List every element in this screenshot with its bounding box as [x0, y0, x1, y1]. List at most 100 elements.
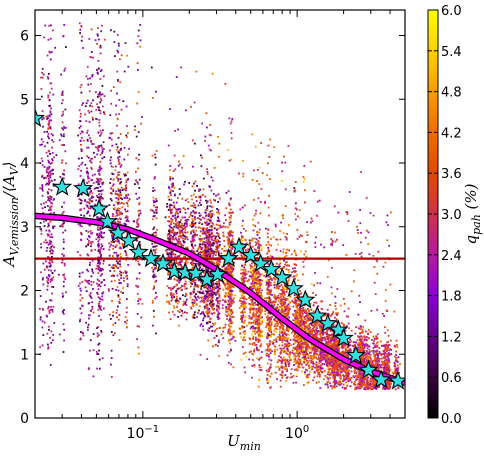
scatter-point — [261, 273, 263, 276]
scatter-point — [268, 156, 271, 158]
scatter-point — [287, 281, 290, 284]
scatter-point — [312, 292, 315, 294]
scatter-point — [396, 346, 399, 348]
scatter-point — [201, 247, 204, 249]
scatter-point — [282, 333, 284, 336]
scatter-point — [40, 271, 42, 274]
scatter-point — [279, 335, 281, 338]
scatter-point — [184, 216, 186, 219]
scatter-point — [178, 222, 181, 225]
scatter-point — [141, 116, 143, 118]
scatter-point — [228, 290, 230, 293]
scatter-point — [48, 115, 51, 118]
scatter-point — [193, 101, 196, 104]
scatter-point — [244, 335, 247, 338]
scatter-point — [282, 266, 285, 269]
scatter-point — [47, 234, 50, 237]
scatter-point — [231, 253, 234, 255]
scatter-point — [224, 284, 227, 287]
scatter-point — [118, 302, 121, 304]
scatter-point — [207, 242, 209, 245]
scatter-point — [81, 331, 83, 334]
scatter-point — [79, 132, 82, 135]
scatter-point — [346, 366, 348, 369]
scatter-point — [205, 268, 207, 271]
scatter-point — [43, 321, 46, 324]
scatter-point — [184, 228, 187, 231]
scatter-point — [285, 351, 287, 353]
scatter-point — [190, 307, 193, 310]
scatter-point — [294, 212, 296, 215]
scatter-point — [350, 381, 353, 384]
scatter-point — [208, 148, 211, 151]
scatter-point — [205, 300, 207, 303]
scatter-point — [350, 290, 353, 293]
scatter-point — [213, 253, 215, 255]
scatter-point — [275, 331, 278, 333]
scatter-point — [260, 244, 262, 247]
scatter-point — [304, 356, 306, 358]
scatter-point — [259, 313, 262, 316]
scatter-point — [98, 266, 100, 268]
scatter-point — [186, 236, 188, 238]
scatter-point — [86, 171, 89, 173]
scatter-point — [298, 337, 301, 340]
scatter-point — [60, 135, 63, 137]
scatter-point — [299, 360, 301, 363]
scatter-point — [241, 310, 244, 312]
scatter-point — [99, 367, 101, 370]
scatter-point — [92, 281, 95, 284]
scatter-point — [136, 239, 138, 242]
scatter-point — [177, 197, 179, 199]
scatter-point — [375, 365, 378, 367]
scatter-point — [260, 248, 263, 251]
scatter-point — [250, 239, 252, 242]
scatter-point — [199, 300, 202, 303]
scatter-point — [305, 315, 308, 317]
scatter-point — [86, 167, 88, 170]
scatter-point — [352, 341, 355, 344]
scatter-point — [178, 274, 181, 277]
scatter-point — [91, 105, 94, 108]
scatter-point — [319, 364, 322, 367]
scatter-point — [364, 338, 366, 341]
scatter-point — [109, 192, 112, 194]
scatter-point — [97, 249, 100, 251]
scatter-point — [363, 381, 366, 383]
scatter-point — [211, 209, 213, 212]
scatter-point — [117, 218, 119, 221]
scatter-point — [241, 303, 244, 306]
scatter-point — [168, 248, 171, 251]
scatter-point — [170, 299, 173, 302]
scatter-point — [89, 77, 91, 80]
scatter-point — [276, 262, 278, 265]
scatter-point — [280, 180, 283, 182]
scatter-point — [366, 350, 369, 353]
scatter-point — [242, 259, 245, 261]
scatter-point — [123, 158, 126, 161]
scatter-point — [270, 359, 273, 362]
scatter-point — [211, 205, 214, 208]
scatter-point — [39, 227, 42, 230]
scatter-point — [344, 366, 347, 369]
scatter-point — [45, 201, 47, 204]
scatter-point — [284, 350, 287, 353]
scatter-point — [228, 319, 230, 322]
scatter-point — [342, 361, 344, 364]
scatter-point — [40, 243, 42, 245]
scatter-point — [224, 226, 227, 229]
scatter-point — [227, 332, 229, 334]
scatter-point — [227, 303, 229, 306]
scatter-point — [233, 297, 236, 300]
scatter-point — [361, 384, 364, 387]
scatter-point — [86, 138, 89, 141]
scatter-point — [251, 278, 254, 281]
scatter-point — [229, 325, 232, 328]
scatter-point — [388, 370, 391, 372]
scatter-point — [348, 191, 351, 193]
scatter-point — [260, 246, 263, 249]
scatter-point — [307, 353, 310, 356]
scatter-point — [168, 230, 170, 232]
scatter-point — [248, 278, 250, 281]
scatter-point — [266, 379, 269, 382]
